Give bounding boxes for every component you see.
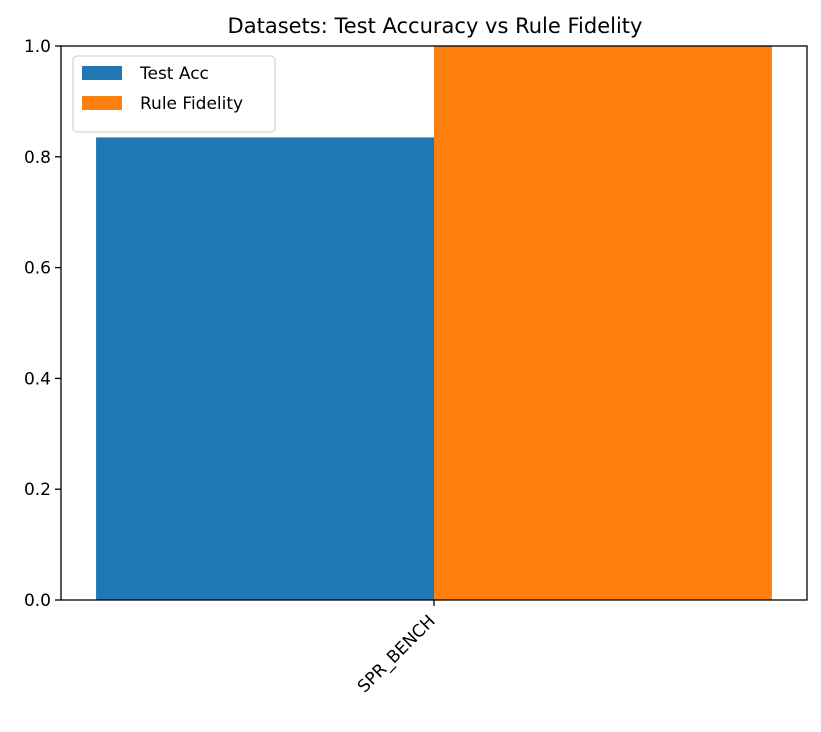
y-tick-label: 0.6 xyxy=(24,259,51,279)
chart-title: Datasets: Test Accuracy vs Rule Fidelity xyxy=(228,14,643,38)
bars-group xyxy=(96,46,772,600)
legend: Test Acc Rule Fidelity xyxy=(72,55,276,133)
y-tick-label: 1.0 xyxy=(24,37,51,57)
bar-test-acc-spr_bench xyxy=(96,137,434,600)
plot-frame xyxy=(60,45,808,601)
y-axis: 0.0 0.2 0.4 0.6 0.8 1.0 xyxy=(24,37,61,611)
legend-frame xyxy=(72,55,276,133)
x-tick-label: SPR_BENCH xyxy=(354,611,440,697)
x-axis: SPR_BENCH xyxy=(354,600,440,697)
legend-swatch xyxy=(82,66,122,80)
y-tick-label: 0.8 xyxy=(24,148,51,168)
y-tick-label: 0.4 xyxy=(24,369,51,389)
y-tick-label: 0.2 xyxy=(24,480,51,500)
legend-swatch xyxy=(82,96,122,110)
bar-rule-fidelity-spr_bench xyxy=(434,46,772,600)
y-tick-label: 0.0 xyxy=(24,591,51,611)
legend-label: Test Acc xyxy=(139,64,209,84)
legend-label: Rule Fidelity xyxy=(140,94,243,114)
